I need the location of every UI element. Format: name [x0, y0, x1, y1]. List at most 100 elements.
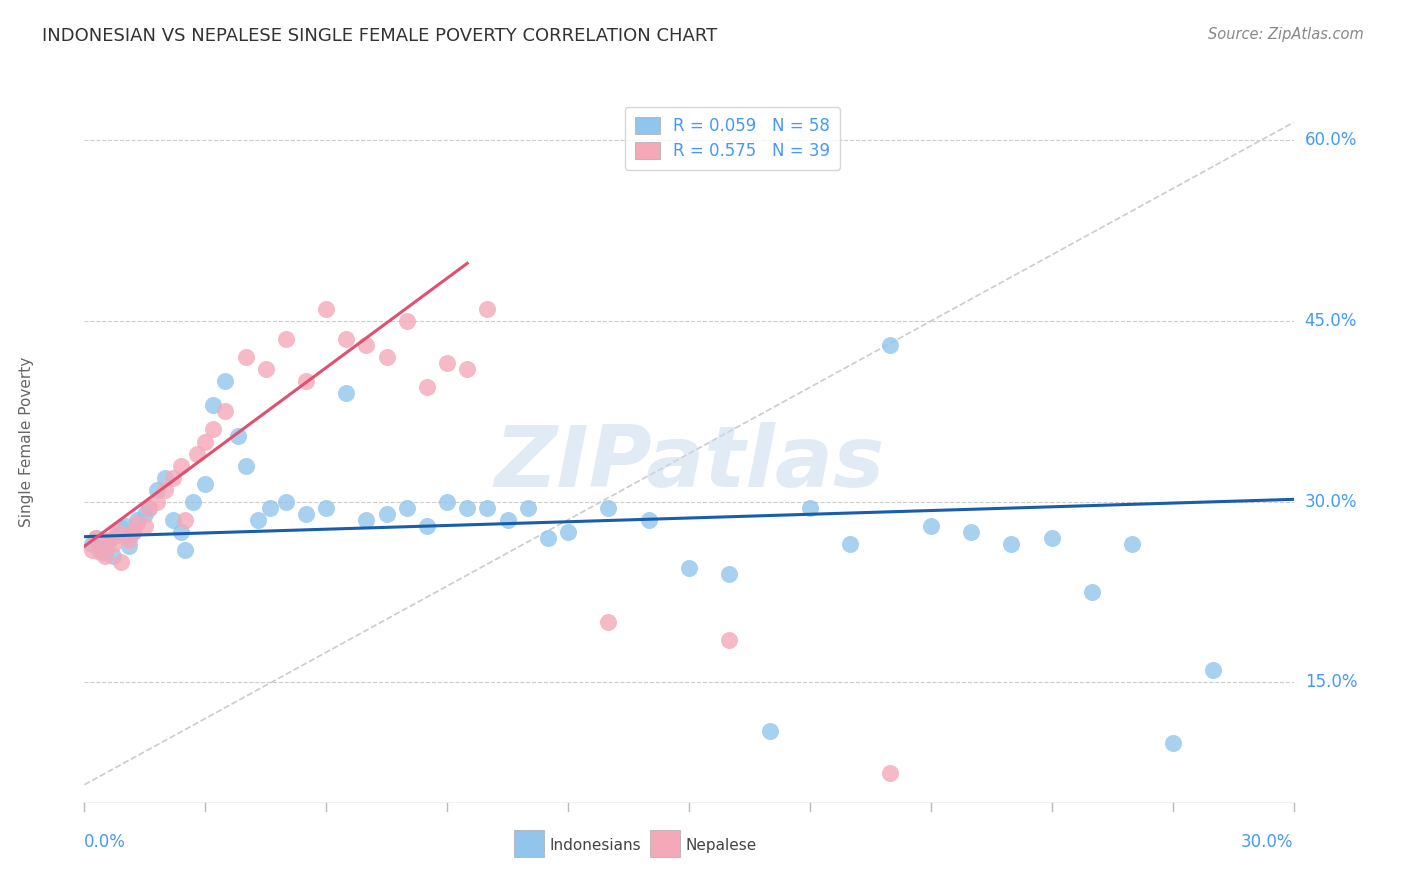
Point: [235, 350, 257, 364]
Point: [89, 545, 111, 559]
Point: [89, 542, 111, 557]
Point: [194, 434, 217, 449]
Point: [214, 404, 236, 418]
Text: Single Female Poverty: Single Female Poverty: [18, 357, 34, 526]
Point: [960, 524, 983, 539]
Text: ZIPatlas: ZIPatlas: [494, 422, 884, 505]
Text: 30.0%: 30.0%: [1305, 492, 1357, 511]
Point: [246, 513, 269, 527]
Point: [174, 513, 197, 527]
Point: [678, 561, 700, 575]
Point: [138, 500, 160, 515]
Point: [1202, 664, 1225, 678]
Point: [181, 494, 204, 508]
Text: 30.0%: 30.0%: [1241, 833, 1294, 851]
Point: [170, 458, 193, 473]
Point: [477, 301, 499, 316]
Point: [315, 301, 337, 316]
Point: [436, 356, 458, 370]
Point: [456, 362, 478, 376]
Text: 15.0%: 15.0%: [1305, 673, 1357, 691]
Point: [105, 524, 128, 539]
Point: [395, 314, 418, 328]
Point: [153, 470, 176, 484]
Point: [138, 500, 160, 515]
Point: [456, 500, 478, 515]
Point: [1081, 585, 1104, 599]
Point: [416, 518, 439, 533]
Point: [259, 500, 281, 515]
Point: [1040, 531, 1063, 545]
Text: Indonesians: Indonesians: [550, 838, 641, 854]
Point: [86, 531, 108, 545]
Point: [356, 513, 378, 527]
Point: [125, 513, 148, 527]
Point: [101, 549, 124, 563]
Point: [295, 507, 318, 521]
Point: [375, 350, 398, 364]
Point: [879, 765, 901, 780]
Point: [134, 507, 156, 521]
Point: [496, 513, 519, 527]
Point: [516, 500, 538, 515]
Point: [82, 537, 104, 551]
Point: [375, 507, 398, 521]
Point: [254, 362, 277, 376]
Text: 0.0%: 0.0%: [84, 833, 127, 851]
Point: [274, 332, 297, 346]
Point: [395, 500, 418, 515]
Point: [557, 524, 579, 539]
Text: Nepalese: Nepalese: [685, 838, 756, 854]
Point: [718, 567, 741, 582]
Point: [121, 524, 143, 539]
Point: [315, 500, 337, 515]
Point: [202, 398, 225, 412]
Point: [214, 374, 236, 388]
Point: [93, 549, 115, 563]
Point: [202, 423, 225, 437]
Point: [121, 524, 143, 539]
Point: [101, 537, 124, 551]
Point: [93, 545, 115, 559]
Point: [162, 513, 184, 527]
Text: 45.0%: 45.0%: [1305, 312, 1357, 330]
Point: [537, 531, 560, 545]
Point: [637, 513, 659, 527]
Point: [920, 518, 942, 533]
Text: INDONESIAN VS NEPALESE SINGLE FEMALE POVERTY CORRELATION CHART: INDONESIAN VS NEPALESE SINGLE FEMALE POV…: [42, 27, 717, 45]
Point: [416, 380, 439, 394]
Point: [174, 542, 197, 557]
Point: [97, 533, 120, 548]
Point: [125, 516, 148, 531]
Point: [274, 494, 297, 508]
Point: [1161, 735, 1184, 749]
Point: [194, 476, 217, 491]
Point: [114, 518, 136, 533]
Point: [146, 483, 169, 497]
Point: [295, 374, 318, 388]
Point: [162, 470, 184, 484]
Point: [477, 500, 499, 515]
Point: [97, 533, 120, 548]
Point: [758, 723, 780, 738]
Point: [879, 338, 901, 352]
Point: [105, 528, 128, 542]
Point: [598, 615, 620, 630]
Point: [335, 386, 357, 401]
Point: [82, 542, 104, 557]
Point: [153, 483, 176, 497]
Point: [118, 533, 141, 548]
Point: [170, 524, 193, 539]
Point: [1121, 537, 1143, 551]
Point: [86, 531, 108, 545]
Point: [436, 494, 458, 508]
Point: [110, 521, 132, 535]
Point: [356, 338, 378, 352]
Point: [118, 539, 141, 553]
Text: 60.0%: 60.0%: [1305, 131, 1357, 150]
Point: [146, 494, 169, 508]
Point: [110, 555, 132, 569]
Text: Source: ZipAtlas.com: Source: ZipAtlas.com: [1208, 27, 1364, 42]
Point: [114, 528, 136, 542]
FancyBboxPatch shape: [650, 830, 681, 857]
